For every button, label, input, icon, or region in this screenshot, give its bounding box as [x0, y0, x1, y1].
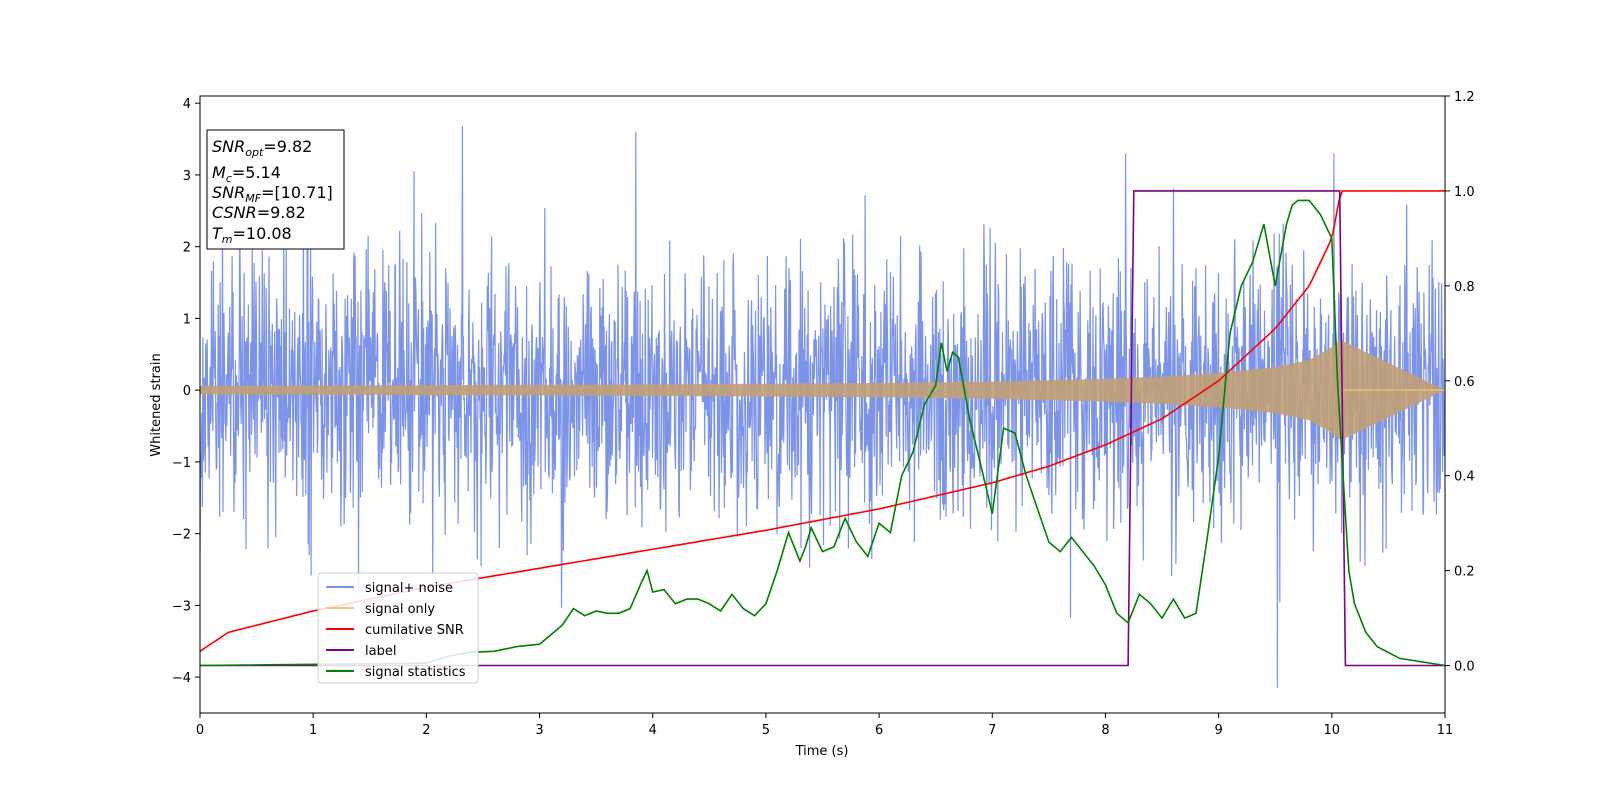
series-signal-statistics-line	[200, 199, 1445, 667]
x-tick-label: 1	[309, 723, 317, 738]
info-snr-mf: SNRMF=[10.71]	[212, 183, 333, 205]
y-left-tick-label: 3	[183, 169, 191, 184]
stats-info-box: SNRopt=9.82 Mc=5.14 SNRMF=[10.71] CSNR=9…	[206, 129, 345, 250]
legend-label-cumulative-snr: cumilative SNR	[365, 623, 464, 638]
x-tick-label: 6	[875, 723, 883, 738]
x-tick-label: 9	[1214, 723, 1222, 738]
y-right-tick-label: 0.8	[1454, 280, 1475, 295]
y-left-tick-label: −4	[172, 671, 191, 686]
legend-frame	[317, 572, 479, 684]
info-mc: Mc=5.14	[212, 163, 281, 185]
y-axis-left: 4 3 2 1 0 −1 −2 −3 −4	[172, 97, 200, 686]
y-right-tick-label: 0.6	[1454, 375, 1475, 390]
y-axis-right: 1.2 1.0 0.8 0.6 0.4 0.2 0.0	[1445, 90, 1475, 675]
y-left-tick-label: 2	[183, 241, 191, 256]
series-signal-only-line	[200, 340, 1445, 441]
legend-label-signal-only: signal only	[365, 602, 435, 617]
y-axis-label-left: Whitened strain	[149, 353, 164, 456]
y-right-tick-label: 0.4	[1454, 470, 1475, 485]
legend-label-signal-statistics: signal statistics	[365, 665, 466, 680]
y-left-tick-label: −1	[172, 456, 191, 471]
legend-label-signal-noise: signal+ noise	[365, 581, 453, 596]
legend: signal+ noise signal only cumilative SNR la…	[317, 572, 479, 684]
x-tick-label: 7	[988, 723, 996, 738]
axes-frame	[199, 95, 1446, 714]
info-tm: Tm=10.08	[212, 224, 292, 246]
y-left-tick-label: 4	[183, 97, 191, 112]
info-csnr: CSNR=9.82	[212, 203, 306, 222]
series-label-line	[200, 190, 1445, 667]
y-left-tick-label: −3	[172, 599, 191, 614]
info-box-frame	[206, 129, 345, 250]
y-right-tick-label: 1.0	[1454, 185, 1475, 200]
legend-label-label: label	[365, 644, 396, 659]
x-axis: 0 1 2 3 4 5 6 7 8 9 10 11	[196, 713, 1453, 738]
x-axis-label: Time (s)	[795, 744, 849, 759]
info-snr-opt: SNRopt=9.82	[212, 137, 312, 159]
y-left-tick-label: −2	[172, 528, 191, 543]
x-tick-label: 2	[422, 723, 430, 738]
x-tick-label: 3	[535, 723, 543, 738]
x-tick-label: 4	[649, 723, 657, 738]
x-tick-label: 5	[762, 723, 770, 738]
y-right-tick-label: 0.0	[1454, 660, 1475, 675]
x-tick-label: 11	[1437, 723, 1454, 738]
x-tick-label: 0	[196, 723, 204, 738]
y-left-tick-label: 1	[183, 312, 191, 327]
x-tick-label: 8	[1101, 723, 1109, 738]
y-right-tick-label: 1.2	[1454, 90, 1475, 105]
y-left-tick-label: 0	[183, 384, 191, 399]
x-tick-label: 10	[1324, 723, 1341, 738]
y-right-tick-label: 0.2	[1454, 565, 1475, 580]
